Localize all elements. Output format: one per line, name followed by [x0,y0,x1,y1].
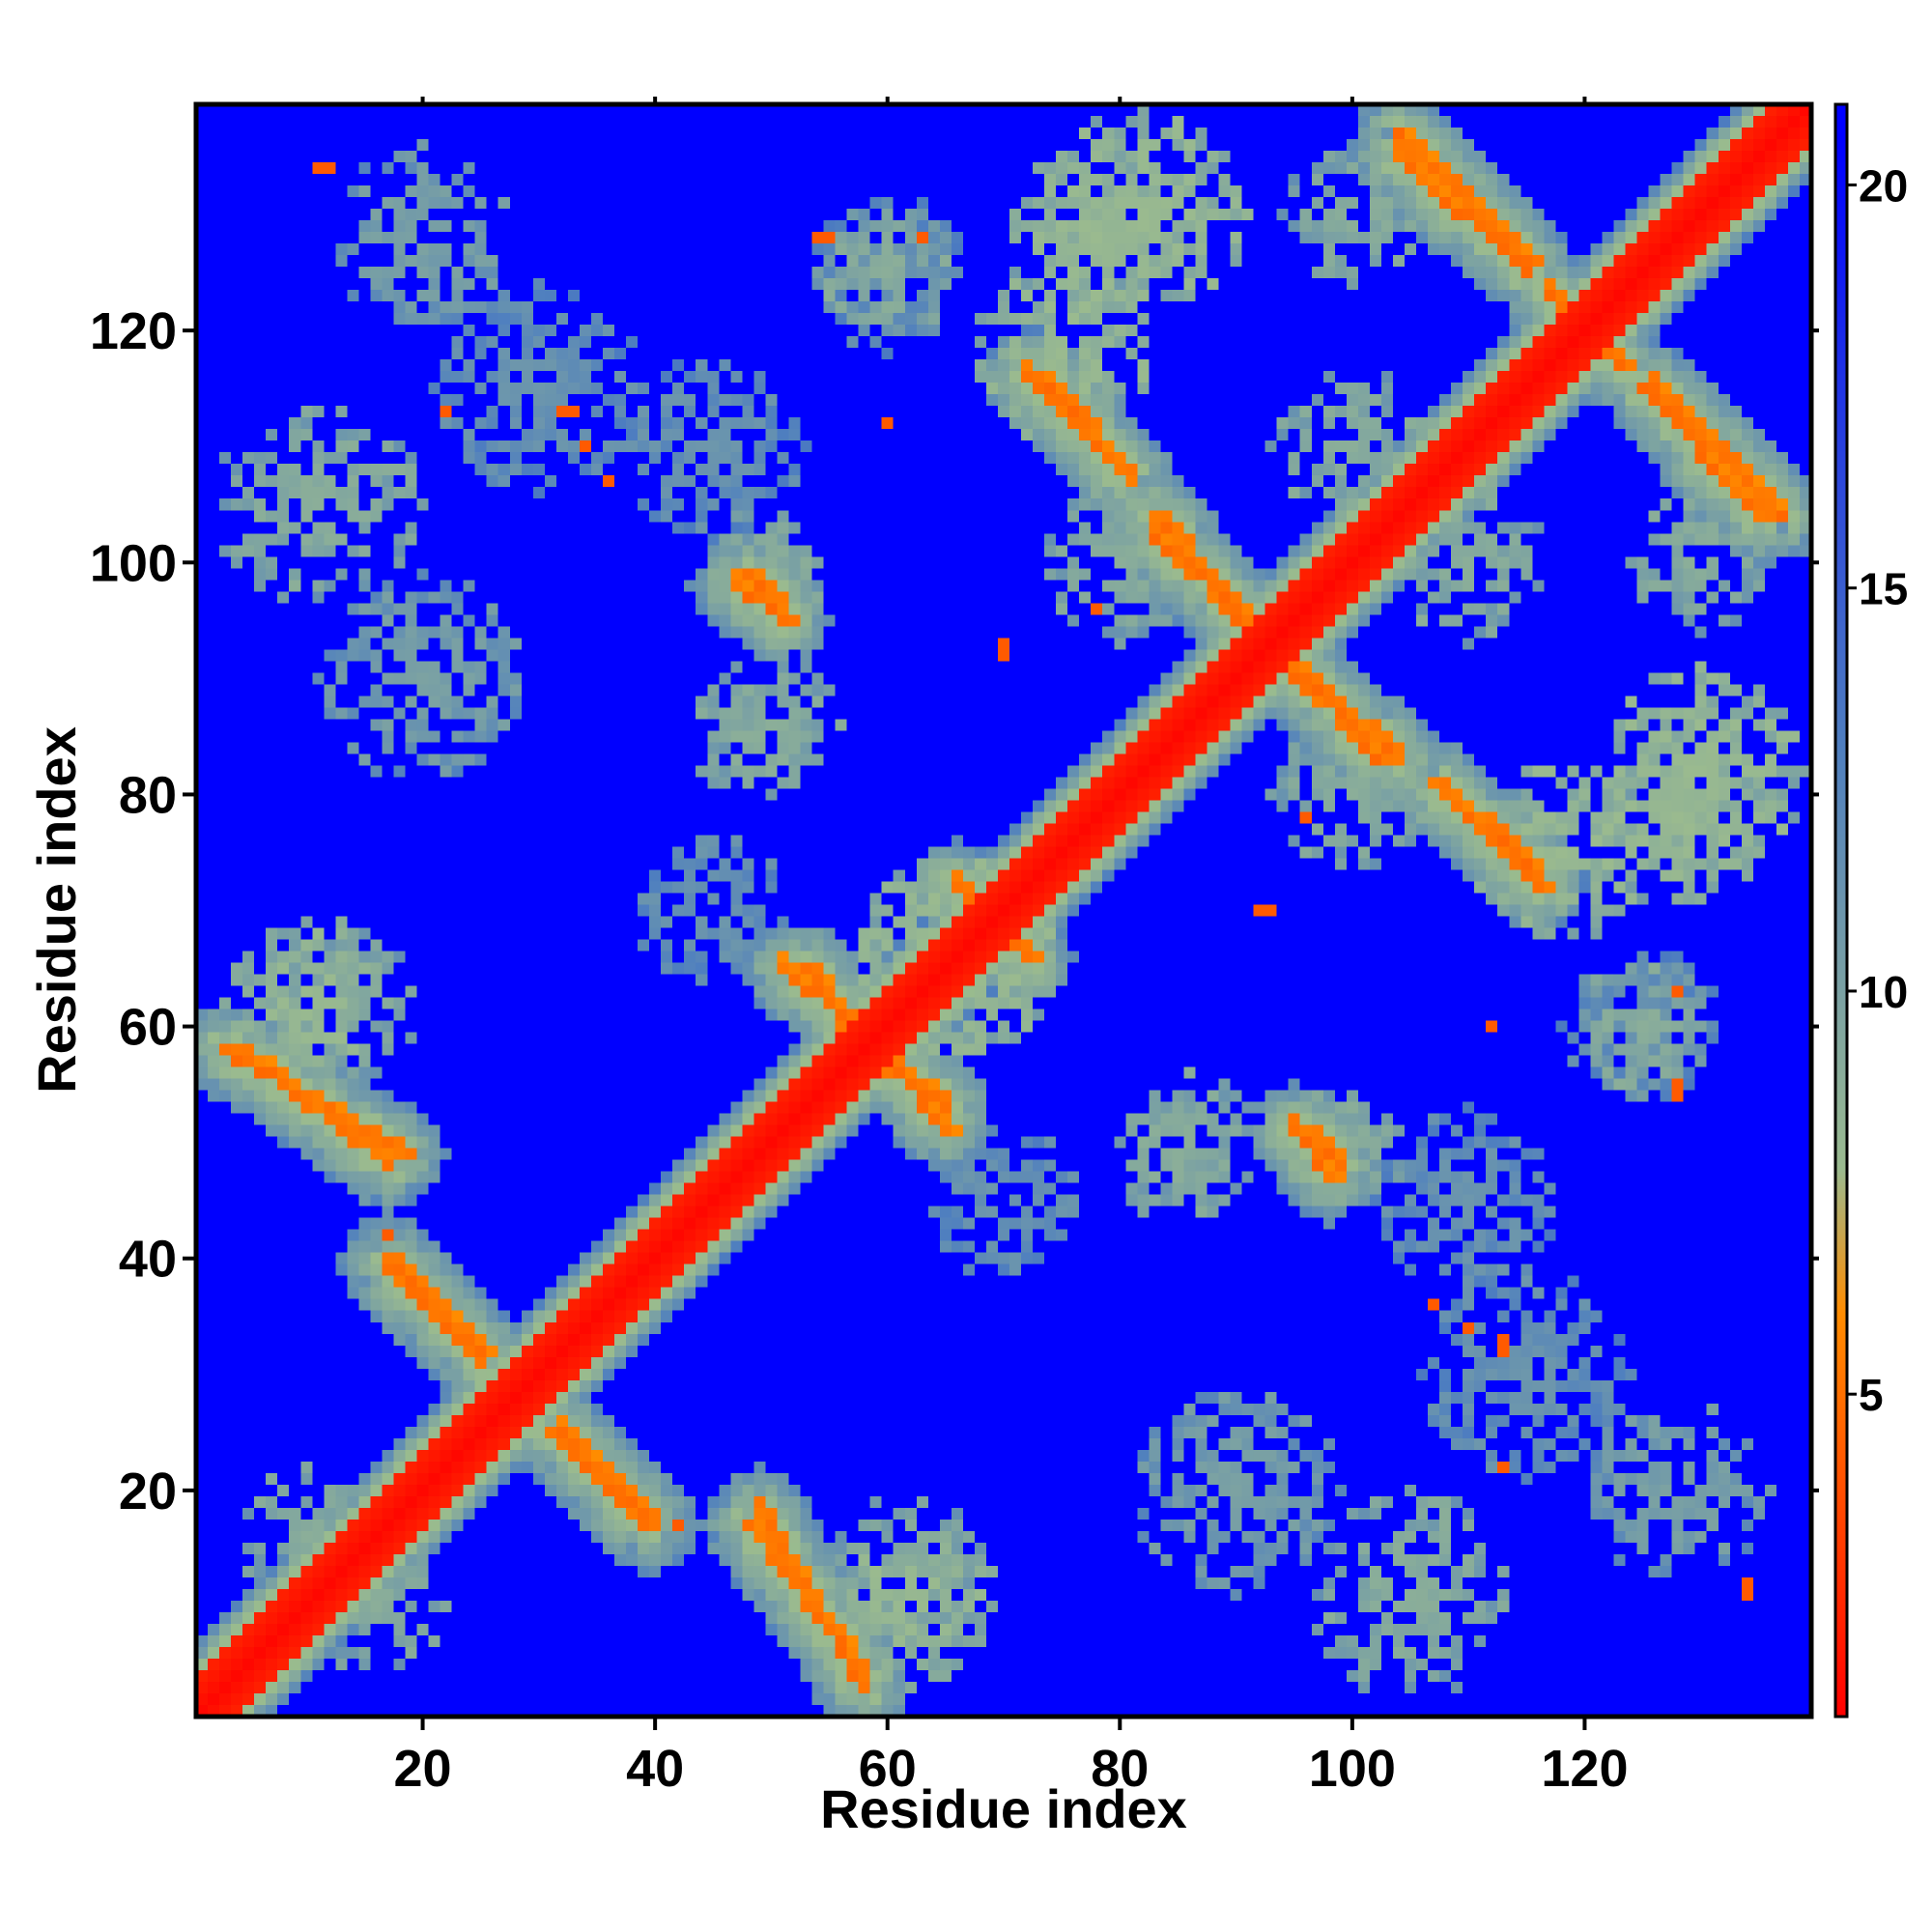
y-tick-label: 60 [119,999,177,1057]
x-axis-title: Residue index [820,1778,1187,1839]
x-axis-ticks: 20 40 60 80 100 120 [394,1717,1628,1798]
y-tick-label: 40 [119,1231,177,1289]
top-axis-ticks [420,97,1587,104]
plot-frame [193,101,1814,1719]
colorbar-tick-label: 5 [1859,1370,1884,1420]
y-tick-label: 80 [119,766,177,824]
colorbar-tick-label: 20 [1859,160,1908,211]
y-tick-label: 120 [90,302,177,360]
y-tick-label: 20 [119,1463,177,1520]
x-tick-label: 80 [1091,1740,1149,1798]
y-axis-ticks: 20 40 60 80 100 120 [90,302,196,1520]
colorbar-tick-label: 15 [1859,564,1908,614]
y-tick-label: 100 [90,534,177,592]
heatmap-cells [196,104,1811,1717]
x-tick-label: 100 [1309,1740,1396,1798]
x-tick-label: 20 [394,1740,452,1798]
colorbar [1833,102,1849,1719]
colorbar-ticks: 5 10 15 20 [1847,160,1908,1420]
y-axis-title: Residue index [26,726,87,1094]
x-tick-label: 120 [1541,1740,1628,1798]
x-tick-label: 60 [859,1740,917,1798]
right-axis-ticks [1811,328,1819,1492]
colorbar-tick-label: 10 [1859,967,1908,1017]
x-tick-label: 40 [626,1740,684,1798]
